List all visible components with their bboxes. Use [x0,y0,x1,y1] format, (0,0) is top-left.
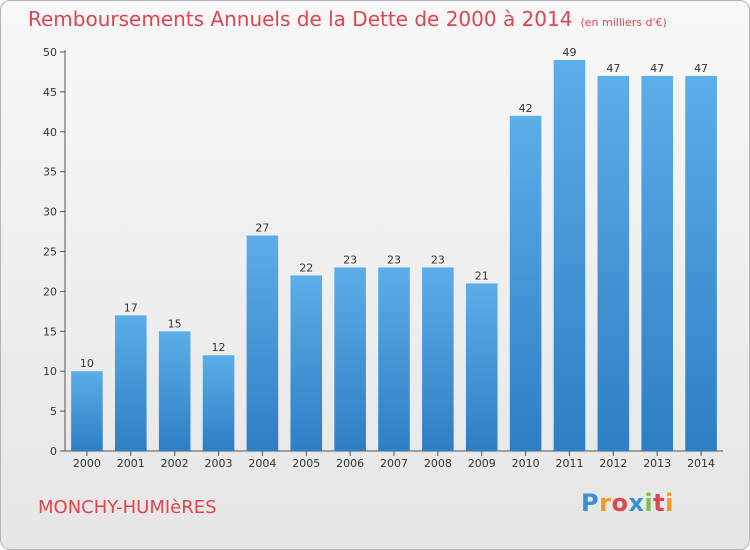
bar-value-label: 21 [475,269,489,282]
bar-2001 [115,315,147,451]
bar-value-label: 10 [80,357,94,370]
bar-2010 [509,115,542,451]
bar-2005 [290,275,323,451]
bar-value-label: 22 [299,261,313,274]
y-tick-label: 10 [43,365,57,378]
commune-name: MONCHY-HUMIèRES [38,497,217,518]
bar-value-label: 23 [387,253,401,266]
x-tick-label: 2008 [424,457,452,470]
chart-title: Remboursements Annuels de la Dette de 20… [28,7,667,31]
y-tick-label: 45 [43,86,57,99]
bar-2012 [597,75,630,451]
logo-letter: i [665,489,674,517]
bar-value-label: 42 [519,102,533,115]
x-tick-label: 2005 [292,457,320,470]
bar-2007 [378,267,410,451]
bar-value-label: 23 [343,253,357,266]
logo-letter: o [611,489,629,517]
logo-letter: i [644,489,654,517]
x-tick-label: 2003 [205,457,233,470]
x-tick-label: 2012 [599,457,627,470]
bar-value-label: 27 [255,222,269,235]
bar-value-label: 15 [168,317,182,330]
bar-value-label: 47 [694,62,708,75]
x-tick-label: 2014 [687,457,715,470]
y-tick-label: 50 [43,46,57,59]
bar-2006 [334,267,366,451]
x-tick-label: 2002 [161,457,189,470]
x-tick-label: 2011 [555,457,583,470]
y-tick-label: 35 [43,166,57,179]
bar-2003 [202,355,235,451]
bar-value-label: 47 [606,62,620,75]
x-tick-label: 2007 [380,457,408,470]
logo-letter: x [628,489,645,517]
chart-title-main: Remboursements Annuels de la Dette de 20… [28,7,573,31]
logo-letter: P [581,489,600,517]
bar-2014 [685,75,717,451]
y-tick-label: 30 [43,206,57,219]
x-tick-label: 2009 [468,457,496,470]
y-tick-label: 20 [43,285,57,298]
bar-value-label: 47 [650,62,664,75]
logo-letter: t [653,489,666,517]
bar-2009 [465,283,498,451]
x-tick-label: 2004 [248,457,276,470]
y-tick-label: 40 [43,126,57,139]
y-tick-label: 5 [50,405,57,418]
y-tick-label: 0 [50,445,57,458]
y-tick-label: 15 [43,325,57,338]
bar-2000 [71,371,103,451]
x-tick-label: 2006 [336,457,364,470]
bar-2011 [553,59,586,451]
bar-2004 [246,235,279,451]
logo-letter: r [599,489,612,517]
x-tick-label: 2000 [73,457,101,470]
chart-title-unit: (en milliers d'€) [580,16,667,29]
bar-2008 [422,267,454,451]
bar-value-label: 12 [212,341,226,354]
x-tick-label: 2013 [643,457,671,470]
bar-value-label: 49 [562,46,576,59]
bar-2013 [641,75,673,451]
proxiti-logo: Proxiti [581,489,674,517]
y-tick-label: 25 [43,246,57,259]
x-tick-label: 2001 [117,457,145,470]
bar-value-label: 17 [124,301,138,314]
x-tick-label: 2010 [512,457,540,470]
bar-value-label: 23 [431,253,445,266]
bar-2002 [158,331,191,451]
